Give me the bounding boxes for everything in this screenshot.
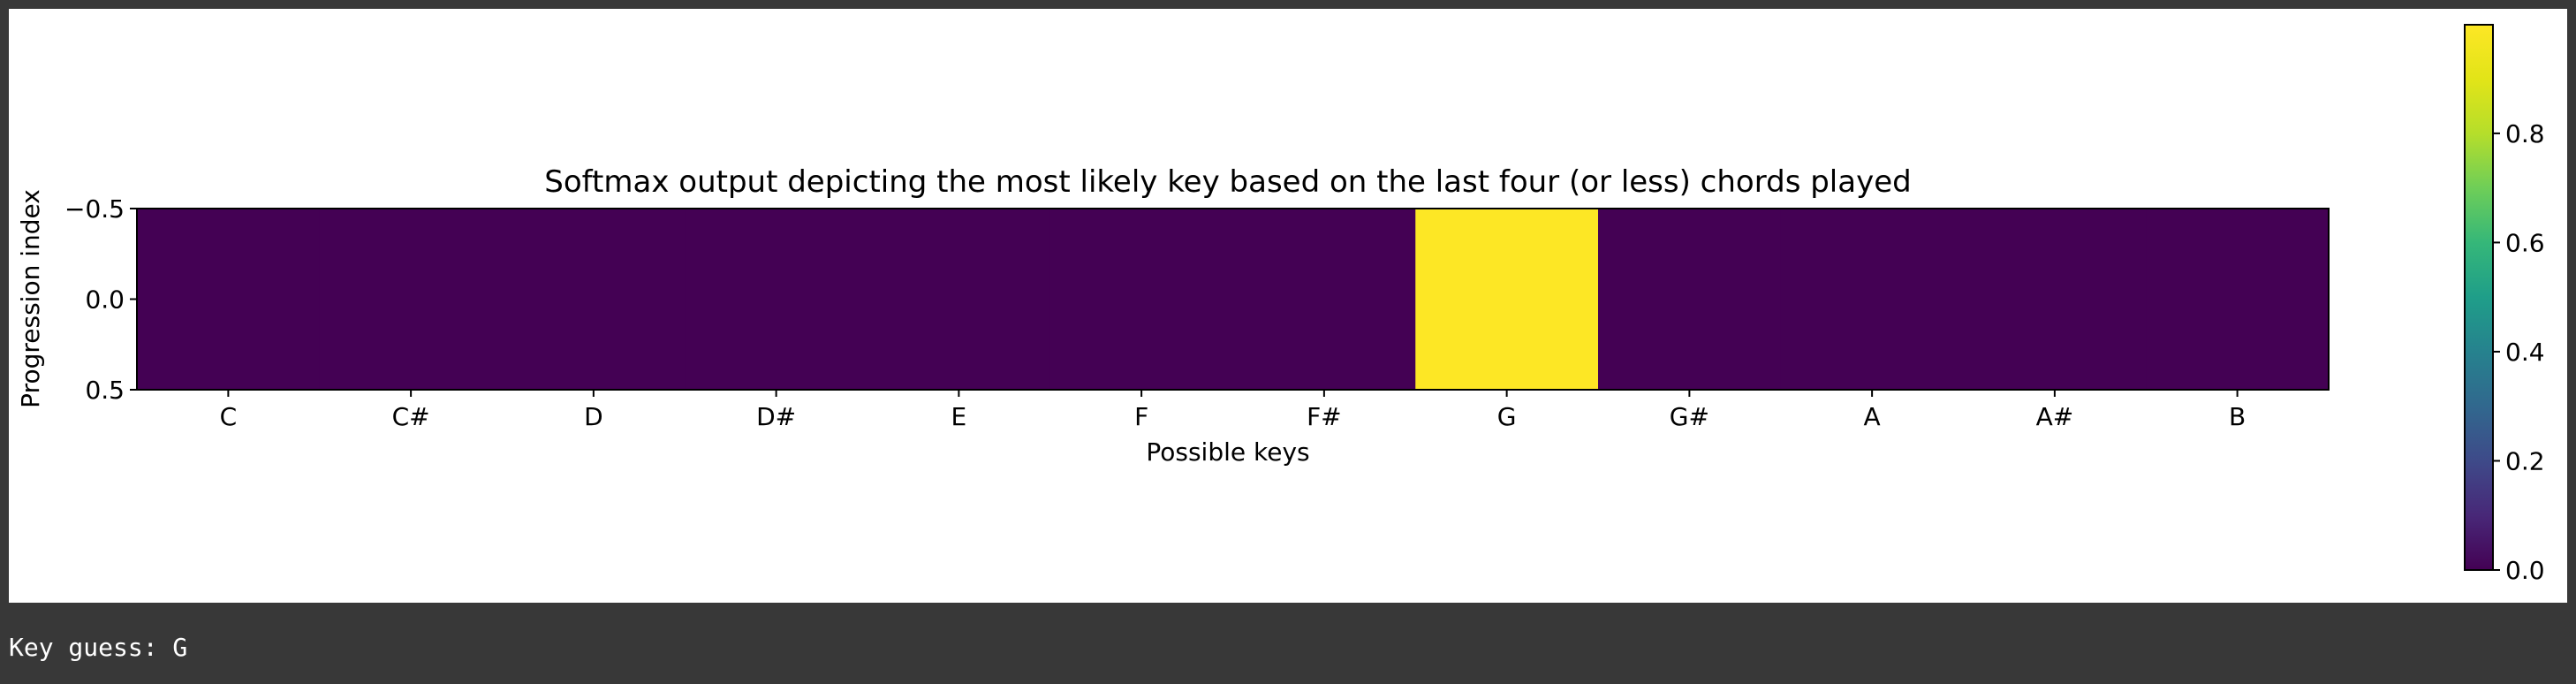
- heatmap-cell-d-sharp: [685, 209, 868, 390]
- x-tick-label: G#: [1670, 402, 1709, 431]
- x-tick-label: D#: [756, 402, 796, 431]
- heatmap-cell-c-sharp: [319, 209, 503, 390]
- x-tick-label: B: [2229, 402, 2246, 431]
- heatmap-cell-g: [1415, 209, 1599, 390]
- heatmap-cells: [137, 209, 2330, 390]
- heatmap-cell-c: [137, 209, 321, 390]
- colorbar-tick-label: 0.4: [2505, 338, 2545, 367]
- figure: C C# D D# E F F# G G# A A# B −0.5 0.0 0.5 Softmax out…: [9, 9, 2567, 603]
- x-tick-label: F#: [1307, 402, 1342, 431]
- x-tick-label: C: [220, 402, 238, 431]
- colorbar-tick-label: 0.0: [2505, 556, 2545, 585]
- colorbar-gradient: [2464, 24, 2494, 571]
- heatmap-cell-e: [868, 209, 1051, 390]
- y-tick-label: −0.5: [64, 194, 125, 224]
- colorbar-tick-label: 0.8: [2505, 119, 2545, 148]
- y-axis-label: Progression index: [16, 189, 45, 408]
- heatmap-cell-a-sharp: [1963, 209, 2147, 390]
- x-tick-label: F: [1134, 402, 1148, 431]
- x-axis-label: Possible keys: [1146, 437, 1309, 467]
- colorbar-tick-label: 0.6: [2505, 228, 2545, 257]
- heatmap-cell-d: [502, 209, 686, 390]
- y-tick-label: 0.0: [85, 285, 125, 315]
- cell-output-text: Key guess: G: [9, 633, 188, 662]
- heatmap-cell-f-sharp: [1232, 209, 1416, 390]
- heatmap-cell-f: [1049, 209, 1233, 390]
- heatmap-cell-a: [1780, 209, 1964, 390]
- chart-title: Softmax output depicting the most likely…: [544, 164, 1911, 200]
- x-tick-label: G: [1497, 402, 1517, 431]
- heatmap-chart: C C# D D# E F F# G G# A A# B −0.5 0.0 0.5 Softmax out…: [16, 24, 2545, 585]
- colorbar: 0.0 0.2 0.4 0.6 0.8: [2464, 24, 2545, 585]
- x-tick-label: C#: [392, 402, 430, 431]
- colorbar-tick-label: 0.2: [2505, 446, 2545, 475]
- x-tick-label: A#: [2036, 402, 2074, 431]
- y-tick-label: 0.5: [85, 376, 125, 405]
- y-axis-ticks: −0.5 0.0 0.5: [64, 194, 137, 405]
- x-tick-label: E: [951, 402, 967, 431]
- x-tick-label: A: [1864, 402, 1881, 431]
- x-tick-label: D: [584, 402, 603, 431]
- x-axis-ticks: C C# D D# E F F# G G# A A# B: [220, 390, 2246, 431]
- heatmap-cell-b: [2146, 209, 2330, 390]
- heatmap-cell-g-sharp: [1598, 209, 1782, 390]
